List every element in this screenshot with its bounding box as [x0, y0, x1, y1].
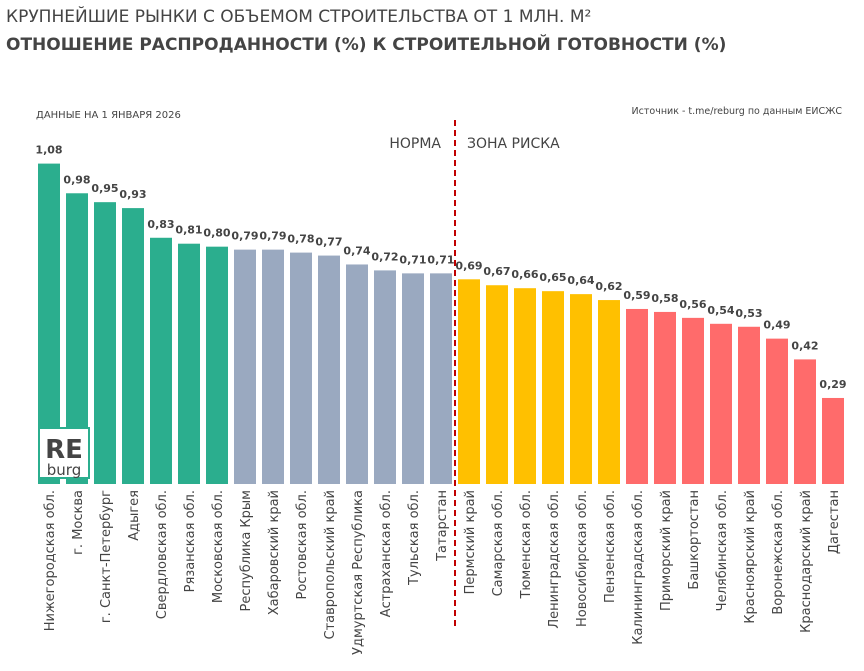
logo: RE burg	[38, 427, 90, 479]
value-label: 0,56	[679, 298, 706, 311]
value-label: 0,69	[455, 259, 482, 272]
value-label: 0,83	[147, 218, 174, 231]
bar	[38, 163, 60, 484]
value-label: 0,80	[203, 227, 230, 240]
value-label: 0,59	[623, 289, 650, 302]
value-label: 0,66	[511, 268, 538, 281]
x-tick-label: Тюменская обл.	[519, 490, 534, 600]
bar	[682, 317, 704, 484]
x-tick-label: Тульская обл.	[407, 490, 422, 586]
bar	[514, 288, 536, 484]
bar	[822, 397, 844, 484]
value-label: 0,74	[343, 244, 370, 257]
bar	[150, 237, 172, 484]
bar	[598, 300, 620, 484]
x-tick-label: Краснодарский край	[799, 490, 814, 633]
note: ДАННЫЕ НА 1 ЯНВАРЯ 2026	[36, 110, 181, 121]
chart-subtitle: ОТНОШЕНИЕ РАСПРОДАННОСТИ (%) К СТРОИТЕЛЬ…	[6, 33, 726, 55]
bar	[626, 308, 648, 484]
x-tick-label: Нижегородская обл.	[43, 490, 58, 631]
value-label: 0,64	[567, 274, 594, 287]
x-tick-label: Ставропольский край	[323, 490, 338, 639]
x-tick-label: Татарстан	[435, 490, 450, 562]
x-tick-label: Удмуртская Республика	[351, 490, 366, 655]
bar	[262, 249, 284, 484]
bar	[794, 359, 816, 484]
value-label: 0,65	[539, 271, 566, 284]
value-label: 0,49	[763, 319, 790, 332]
bar	[402, 273, 424, 484]
value-label: 0,77	[315, 236, 342, 249]
bar	[206, 246, 228, 484]
x-tick-label: Приморский край	[659, 490, 674, 611]
value-label: 0,54	[707, 304, 734, 317]
x-tick-label: Свердловская обл.	[155, 490, 170, 619]
logo-box	[38, 427, 90, 479]
bar	[430, 273, 452, 484]
bar	[710, 323, 732, 484]
bar	[234, 249, 256, 484]
value-label: 0,62	[595, 280, 622, 293]
bar	[290, 252, 312, 484]
bar	[178, 243, 200, 484]
chart-title: КРУПНЕЙШИЕ РЫНКИ С ОБЪЕМОМ СТРОИТЕЛЬСТВА…	[6, 5, 591, 27]
x-tick-label: г. Москва	[71, 490, 86, 555]
bar	[122, 208, 144, 484]
x-tick-label: Астраханская обл.	[379, 490, 394, 617]
x-tick-label: Калининградская обл.	[631, 490, 646, 645]
value-label: 0,42	[791, 339, 818, 352]
value-label: 0,79	[231, 230, 258, 243]
x-tick-label: Красноярский край	[743, 490, 758, 624]
value-label: 0,71	[399, 253, 426, 266]
bar	[738, 326, 760, 484]
x-tick-label: Пензенская обл.	[603, 490, 618, 603]
x-tick-label: Московская обл.	[211, 490, 226, 603]
x-tick-label: Воронежская обл.	[771, 490, 786, 615]
source: Источник - t.me/reburg по данным ЕИСЖС	[632, 106, 843, 117]
value-label: 0,72	[371, 250, 398, 263]
x-tick-label: г. Санкт-Петербург	[99, 490, 114, 623]
bar	[654, 311, 676, 484]
x-tick-label: Адыгея	[127, 490, 142, 541]
x-tick-label: Дагестан	[827, 490, 842, 554]
value-label: 0,58	[651, 292, 678, 305]
bar	[346, 264, 368, 484]
value-label: 0,81	[175, 224, 202, 237]
bars: Нижегородская обл. 1,08 г. Москва 0,98 г. Са…	[35, 144, 846, 655]
x-tick-label: Челябинская обл.	[715, 490, 730, 611]
x-tick-label: Хабаровский край	[267, 490, 282, 615]
bar	[570, 294, 592, 484]
value-label: 0,29	[819, 378, 846, 391]
value-label: 0,53	[735, 307, 762, 320]
x-tick-label: Рязанская обл.	[183, 490, 198, 592]
value-label: 0,78	[287, 233, 314, 246]
x-tick-label: Самарская обл.	[491, 490, 506, 596]
x-tick-label: Ростовская обл.	[295, 490, 310, 599]
value-label: 0,95	[91, 182, 118, 195]
bar	[766, 338, 788, 484]
value-label: 0,93	[119, 188, 146, 201]
value-label: 0,71	[427, 253, 454, 266]
bar	[66, 193, 88, 484]
x-tick-label: Ленинградская обл.	[547, 490, 562, 629]
x-tick-label: Башкортостан	[687, 490, 702, 590]
x-tick-label: Республика Крым	[239, 490, 254, 611]
annotation: НОРМА	[389, 136, 441, 152]
x-tick-label: Новосибирская обл.	[575, 490, 590, 627]
x-tick-label: Пермский край	[463, 490, 478, 594]
annotation: ЗОНА РИСКА	[467, 136, 560, 152]
bar	[374, 270, 396, 484]
bar	[486, 285, 508, 484]
value-label: 1,08	[35, 144, 62, 157]
value-label: 0,67	[483, 265, 510, 278]
bar	[318, 255, 340, 484]
bar	[94, 202, 116, 484]
value-label: 0,79	[259, 230, 286, 243]
value-label: 0,98	[63, 173, 90, 186]
bar	[542, 291, 564, 484]
logo-text: RE	[45, 435, 83, 465]
bar	[458, 279, 480, 484]
logo-text: burg	[47, 461, 81, 479]
